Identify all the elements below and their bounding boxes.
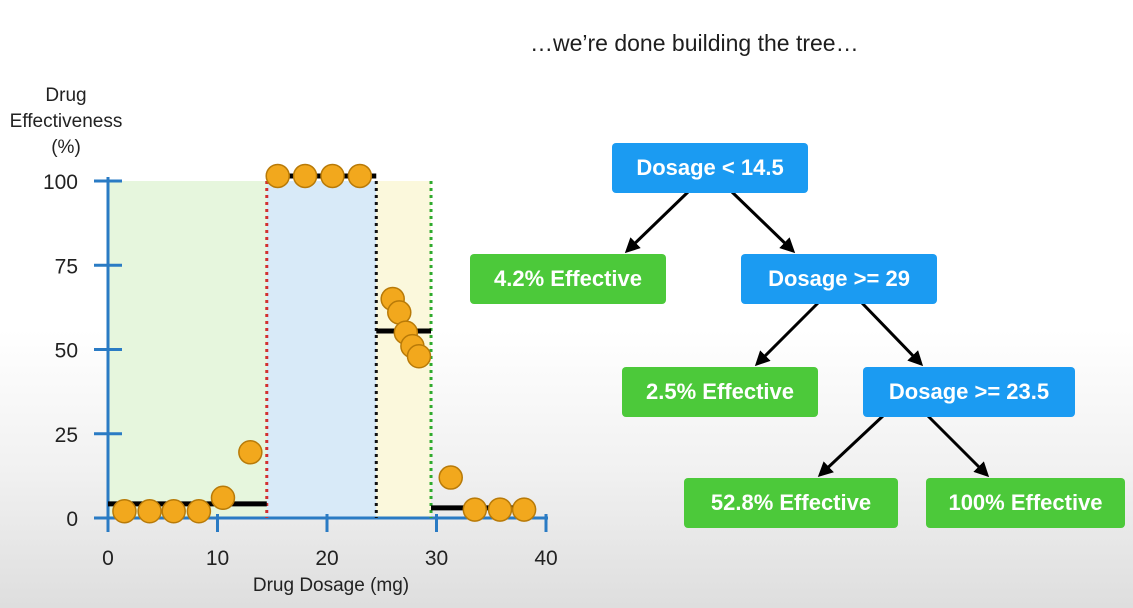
data-point: [238, 440, 263, 465]
y-tick-label: 100: [43, 171, 78, 194]
y-axis-label-line: Drug: [45, 85, 86, 106]
x-tick-label: 40: [534, 547, 557, 570]
x-tick-label: 0: [102, 547, 114, 570]
caption-text: …we’re done building the tree…: [530, 30, 859, 56]
y-tick-label: 0: [66, 508, 78, 531]
x-tick-label: 10: [206, 547, 229, 570]
tree-leaf-2-5-effective: 2.5% Effective: [622, 367, 818, 417]
split-regions: [108, 181, 432, 518]
dosage-effectiveness-chart: 0 25 50 75 100 0 10 20 30 40 Drug Effectiveness (…: [10, 85, 558, 596]
data-point: [347, 163, 373, 189]
data-point: [511, 497, 537, 522]
split-lines: [265, 181, 433, 518]
x-axis-label: Drug Dosage (mg): [253, 575, 409, 596]
tree-edge: [754, 301, 820, 367]
tree-leaf-4-2-effective: 4.2% Effective: [470, 254, 666, 304]
tree-edge: [624, 190, 690, 254]
y-tick-label: 75: [55, 255, 78, 278]
x-tick-label: 30: [425, 547, 448, 570]
x-tick-label: 20: [315, 547, 338, 570]
data-point: [292, 163, 318, 189]
y-tick-label: 25: [55, 424, 78, 447]
data-point: [320, 163, 345, 189]
data-point: [487, 497, 513, 522]
data-point: [210, 485, 236, 511]
tree-leaf-100-effective: 100% Effective: [926, 478, 1125, 528]
tree-node-dosage-gte-29: Dosage >= 29: [741, 254, 937, 304]
tree-edge: [925, 413, 990, 478]
data-point: [265, 163, 290, 189]
data-point: [406, 343, 432, 369]
y-tick-label: 50: [55, 340, 78, 363]
data-point: [462, 497, 488, 522]
tree-edge: [817, 413, 886, 478]
data-point: [387, 300, 412, 325]
data-point: [137, 499, 162, 524]
data-point: [112, 499, 137, 524]
y-axis-label-line: (%): [51, 137, 81, 158]
y-axis-label-line: Effectiveness: [10, 111, 123, 132]
tree-leaf-52-8-effective: 52.8% Effective: [684, 478, 898, 528]
tree-node-dosage-gte-23-5: Dosage >= 23.5: [863, 367, 1075, 417]
data-point: [186, 499, 212, 524]
split-region: [108, 181, 267, 518]
tree-node-dosage-lt-14-5: Dosage < 14.5: [612, 143, 808, 193]
split-region: [266, 181, 377, 518]
data-point: [161, 499, 186, 524]
axis-labels: Drug Effectiveness (%) Drug Dosage (mg): [10, 85, 409, 596]
tree-edge: [730, 190, 796, 254]
tree-edge: [860, 301, 924, 367]
data-points: [112, 163, 537, 524]
data-point: [438, 465, 463, 490]
